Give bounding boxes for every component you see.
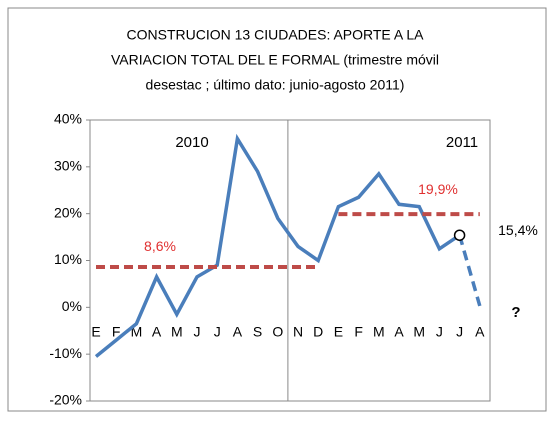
y-tick-label: 20% [54,204,82,220]
y-tick-label: 40% [54,111,82,127]
data-line [457,234,482,307]
x-tick-label: A [233,324,243,340]
chart-title: desestac ; último dato: junio-agosto 201… [146,77,405,93]
x-tick-label: M [171,324,183,340]
y-tick-label: 30% [54,158,82,174]
x-tick-label: E [334,324,343,340]
x-tick-label: S [253,324,262,340]
x-tick-label: M [413,324,425,340]
x-tick-label: F [112,324,121,340]
x-tick-label: A [394,324,404,340]
y-tick-label: 10% [54,251,82,267]
x-tick-label: J [436,324,443,340]
average-label: 19,9% [418,181,458,197]
x-tick-label: F [354,324,363,340]
year-label: 2010 [175,134,208,151]
point-label: 15,4% [498,222,538,238]
chart-title: VARIACION TOTAL DEL E FORMAL (trimestre … [111,52,439,68]
chart-frame [7,7,547,412]
x-tick-label: O [272,324,283,340]
x-tick-label: J [194,324,201,340]
chart-title: CONSTRUCION 13 CIUDADES: APORTE A LA [127,27,425,43]
x-tick-label: D [313,324,323,340]
x-tick-label: N [293,324,303,340]
x-tick-label: E [91,324,100,340]
x-tick-label: A [475,324,485,340]
x-tick-label: J [214,324,221,340]
y-tick-label: 0% [62,298,82,314]
y-tick-label: -20% [49,392,82,408]
data-line [94,133,461,358]
x-tick-label: M [131,324,143,340]
y-tick-label: -10% [49,345,82,361]
average-label: 8,6% [144,238,176,254]
year-label: 2011 [446,134,478,151]
x-tick-label: M [373,324,385,340]
point-marker [453,229,466,241]
x-tick-label: A [152,324,162,340]
x-tick-label: J [456,324,463,340]
question-mark: ? [511,304,520,321]
